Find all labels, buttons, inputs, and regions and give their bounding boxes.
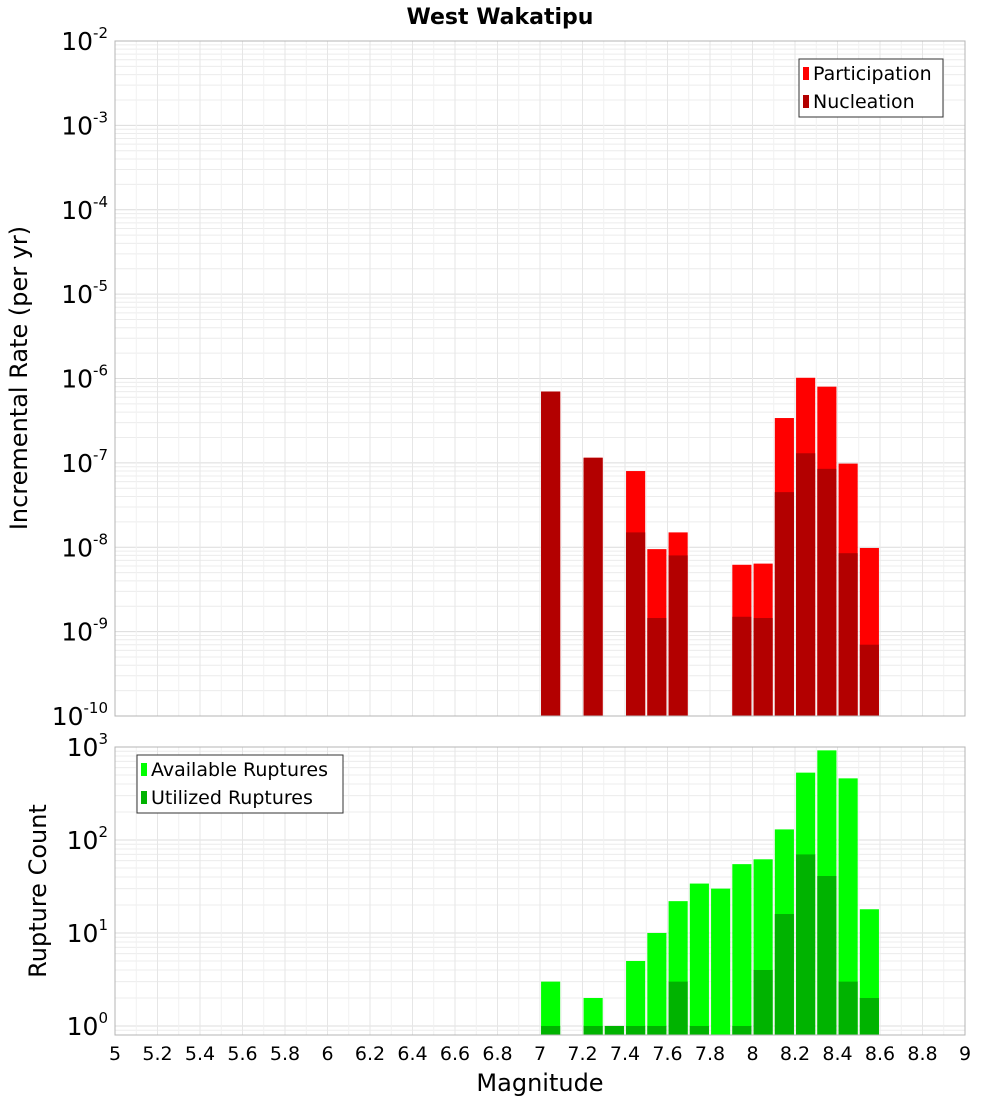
legend: Available Ruptures Utilized Ruptures: [136, 754, 344, 814]
bar: [583, 457, 603, 716]
series-utilized-ruptures: [541, 854, 879, 1035]
x-tick-label: 7: [534, 1043, 546, 1065]
bar: [838, 981, 858, 1035]
bar: [626, 960, 646, 1035]
bar: [647, 1025, 667, 1035]
bar: [796, 854, 816, 1035]
x-tick-label: 5.2: [142, 1043, 172, 1065]
x-tick-label: 6.6: [440, 1043, 470, 1065]
bar: [838, 778, 858, 1035]
legend-box: [136, 754, 344, 814]
bar: [732, 616, 752, 716]
bar: [583, 997, 603, 1035]
top-y-axis-label: Incremental Rate (per yr): [5, 226, 33, 530]
bar: [647, 618, 667, 716]
y-tick-label: 10-3: [61, 108, 108, 140]
bar: [732, 1025, 752, 1035]
x-tick-label: 6.4: [397, 1043, 427, 1065]
x-tick-label: 5.4: [185, 1043, 215, 1065]
y-tick-label: 10-2: [61, 24, 108, 56]
x-tick-label: 9: [959, 1043, 971, 1065]
x-tick-label: 5.6: [227, 1043, 257, 1065]
bar: [689, 1025, 709, 1035]
bar: [604, 1025, 624, 1035]
bar: [859, 644, 879, 716]
x-tick-label: 8.4: [822, 1043, 852, 1065]
x-tick-label: 8.8: [907, 1043, 937, 1065]
y-tick-label: 100: [67, 1009, 108, 1041]
x-axis-label: Magnitude: [476, 1069, 603, 1097]
x-tick-label: 6.8: [482, 1043, 512, 1065]
bar: [647, 932, 667, 1035]
bar: [689, 883, 709, 1035]
x-tick-label: 5: [109, 1043, 121, 1065]
x-tick-label: 8.6: [865, 1043, 895, 1065]
x-tick-label: 7.2: [567, 1043, 597, 1065]
y-tick-label: 10-4: [61, 193, 108, 225]
x-tick-label: 7.4: [610, 1043, 640, 1065]
legend-label: Utilized Ruptures: [151, 787, 313, 809]
x-tick-label: 6.2: [355, 1043, 385, 1065]
y-tick-label: 103: [67, 730, 108, 762]
y-tick-label: 10-7: [61, 446, 108, 478]
legend-swatch: [803, 67, 809, 80]
y-tick-label: 10-5: [61, 277, 108, 309]
legend-swatch: [141, 791, 147, 804]
chart-title: West Wakatipu: [407, 5, 594, 30]
y-tick-label: 10-8: [61, 530, 108, 562]
x-tick-label: 8: [746, 1043, 758, 1065]
bar: [859, 997, 879, 1035]
legend-swatch: [803, 95, 809, 108]
bar: [774, 492, 794, 716]
y-tick-label: 10-9: [61, 615, 108, 647]
legend-label: Nucleation: [813, 91, 915, 113]
bar: [583, 1025, 603, 1035]
top-rate-panel: 10-10 10-9 10-8 10-7 10-6 10-5 10-4 10-3 10-2 Par…: [52, 24, 966, 731]
legend-swatch: [141, 763, 147, 776]
x-tick-label: 7.6: [652, 1043, 682, 1065]
bar: [796, 453, 816, 716]
grid-lines: [114, 40, 966, 717]
y-tick-label: 10-6: [61, 362, 108, 394]
bar: [668, 981, 688, 1035]
bar: [668, 555, 688, 716]
bar: [626, 532, 646, 716]
bar: [817, 876, 837, 1035]
y-tick-label: 10-10: [52, 699, 108, 731]
y-tick-label: 101: [67, 916, 108, 948]
bar: [732, 864, 752, 1035]
bar: [711, 888, 731, 1035]
legend: Participation Nucleation: [798, 58, 944, 118]
plot-frame: [114, 40, 966, 717]
series-nucleation: [541, 391, 879, 716]
bar: [817, 468, 837, 716]
bar: [753, 618, 773, 716]
x-tick-label: 5.8: [270, 1043, 300, 1065]
bar: [626, 1025, 646, 1035]
bar: [753, 969, 773, 1035]
plot-frame: [114, 746, 966, 1036]
legend-label: Available Ruptures: [151, 759, 328, 781]
bar: [774, 914, 794, 1035]
legend-box: [798, 58, 944, 118]
bar: [541, 1025, 561, 1035]
bottom-y-axis-label: Rupture Count: [24, 804, 52, 978]
bar: [838, 553, 858, 716]
y-tick-label: 102: [67, 823, 108, 855]
x-tick-label: 6: [321, 1043, 333, 1065]
bar: [541, 981, 561, 1035]
x-tick-label: 8.2: [780, 1043, 810, 1065]
bar: [541, 391, 561, 716]
x-tick-label: 7.8: [695, 1043, 725, 1065]
legend-label: Participation: [813, 63, 932, 85]
